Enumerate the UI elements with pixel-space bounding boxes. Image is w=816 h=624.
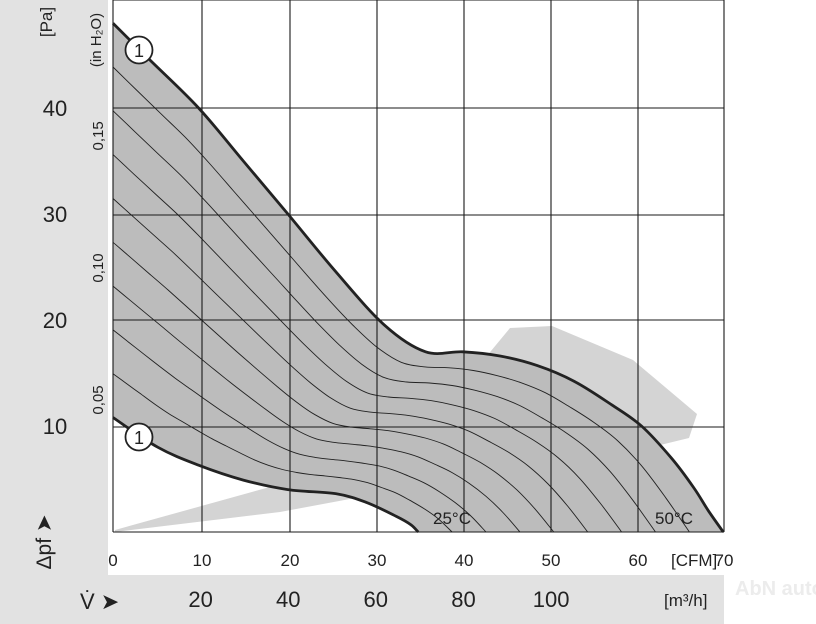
curve-region: [113, 23, 724, 532]
x-tick-labels: 0 10 20 30 40 50 60 70: [108, 551, 733, 570]
x-secondary-tick-label: 40: [276, 587, 300, 612]
y-tick-label: 10: [43, 414, 67, 439]
y-secondary-tick-label: 0,05: [90, 385, 107, 414]
x-tick-label: 0: [108, 551, 117, 570]
x-axis-symbol: V̇ ➤: [80, 589, 119, 614]
y-tick-label: 30: [43, 202, 67, 227]
x-tick-label: 40: [455, 551, 474, 570]
series-marker-2: 1: [124, 35, 154, 65]
annotation-50c: 50°C: [655, 509, 693, 528]
x-secondary-tick-labels: 20 40 60 80 100: [188, 587, 569, 612]
x-secondary-tick-label: 60: [364, 587, 388, 612]
intermediate-curve: [112, 285, 521, 533]
x-secondary-tick-label: 100: [533, 587, 570, 612]
y-axis-symbol: Δpf ➤: [33, 515, 56, 570]
intermediate-curve: [112, 66, 690, 533]
x-secondary-tick-label: 20: [188, 587, 212, 612]
watermark: AbN automation: [735, 578, 816, 600]
x-tick-label: 10: [193, 551, 212, 570]
series-label-1: 1: [134, 428, 144, 448]
annotation-25c: 25°C: [433, 509, 471, 528]
x-unit-label: [CFM]: [671, 551, 717, 570]
x-tick-label: 70: [715, 551, 734, 570]
intermediate-curve: [112, 373, 453, 533]
intermediate-curves: [112, 66, 690, 533]
y-secondary-tick-label: 0,10: [90, 253, 107, 282]
x-tick-label: 30: [368, 551, 387, 570]
intermediate-curve: [112, 154, 622, 533]
series-line-1: [112, 416, 420, 534]
x-secondary-tick-label: 80: [451, 587, 475, 612]
intermediate-curve: [112, 198, 589, 533]
x-tick-label: 50: [542, 551, 561, 570]
x-secondary-unit-label: [m³/h]: [664, 591, 707, 610]
grid: [112, 0, 725, 533]
bottom-axis-panel: [0, 575, 724, 624]
intermediate-curve: [112, 329, 487, 533]
x-tick-label: 20: [281, 551, 300, 570]
y-secondary-unit-label: (in H₂O): [88, 13, 105, 67]
series-line-2: [112, 22, 725, 533]
y-secondary-tick-label: 0,15: [90, 121, 107, 150]
y-tick-label: 40: [43, 96, 67, 121]
y-secondary-tick-labels: 0,05 0,10 0,15: [90, 121, 107, 414]
y-tick-labels: 10 20 30 40: [43, 96, 67, 439]
left-axis-panel: [0, 0, 108, 624]
series-marker-1: 1: [124, 422, 154, 452]
y-tick-label: 20: [43, 308, 67, 333]
series-label-2: 1: [134, 41, 144, 61]
intermediate-curve: [112, 241, 555, 533]
y-unit-label: [Pa]: [37, 7, 56, 37]
intermediate-curve: [112, 110, 656, 533]
x-tick-label: 60: [629, 551, 648, 570]
